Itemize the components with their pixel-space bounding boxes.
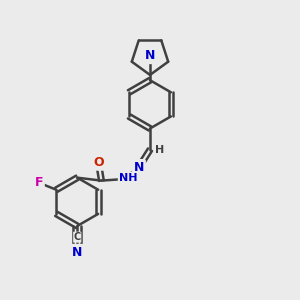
Text: F: F	[34, 176, 43, 189]
Text: NH: NH	[119, 173, 137, 183]
Text: N: N	[72, 246, 83, 259]
Text: N: N	[145, 49, 155, 62]
Text: C: C	[74, 232, 81, 242]
Text: H: H	[155, 145, 164, 155]
Text: O: O	[93, 156, 104, 169]
Text: N: N	[134, 161, 144, 174]
